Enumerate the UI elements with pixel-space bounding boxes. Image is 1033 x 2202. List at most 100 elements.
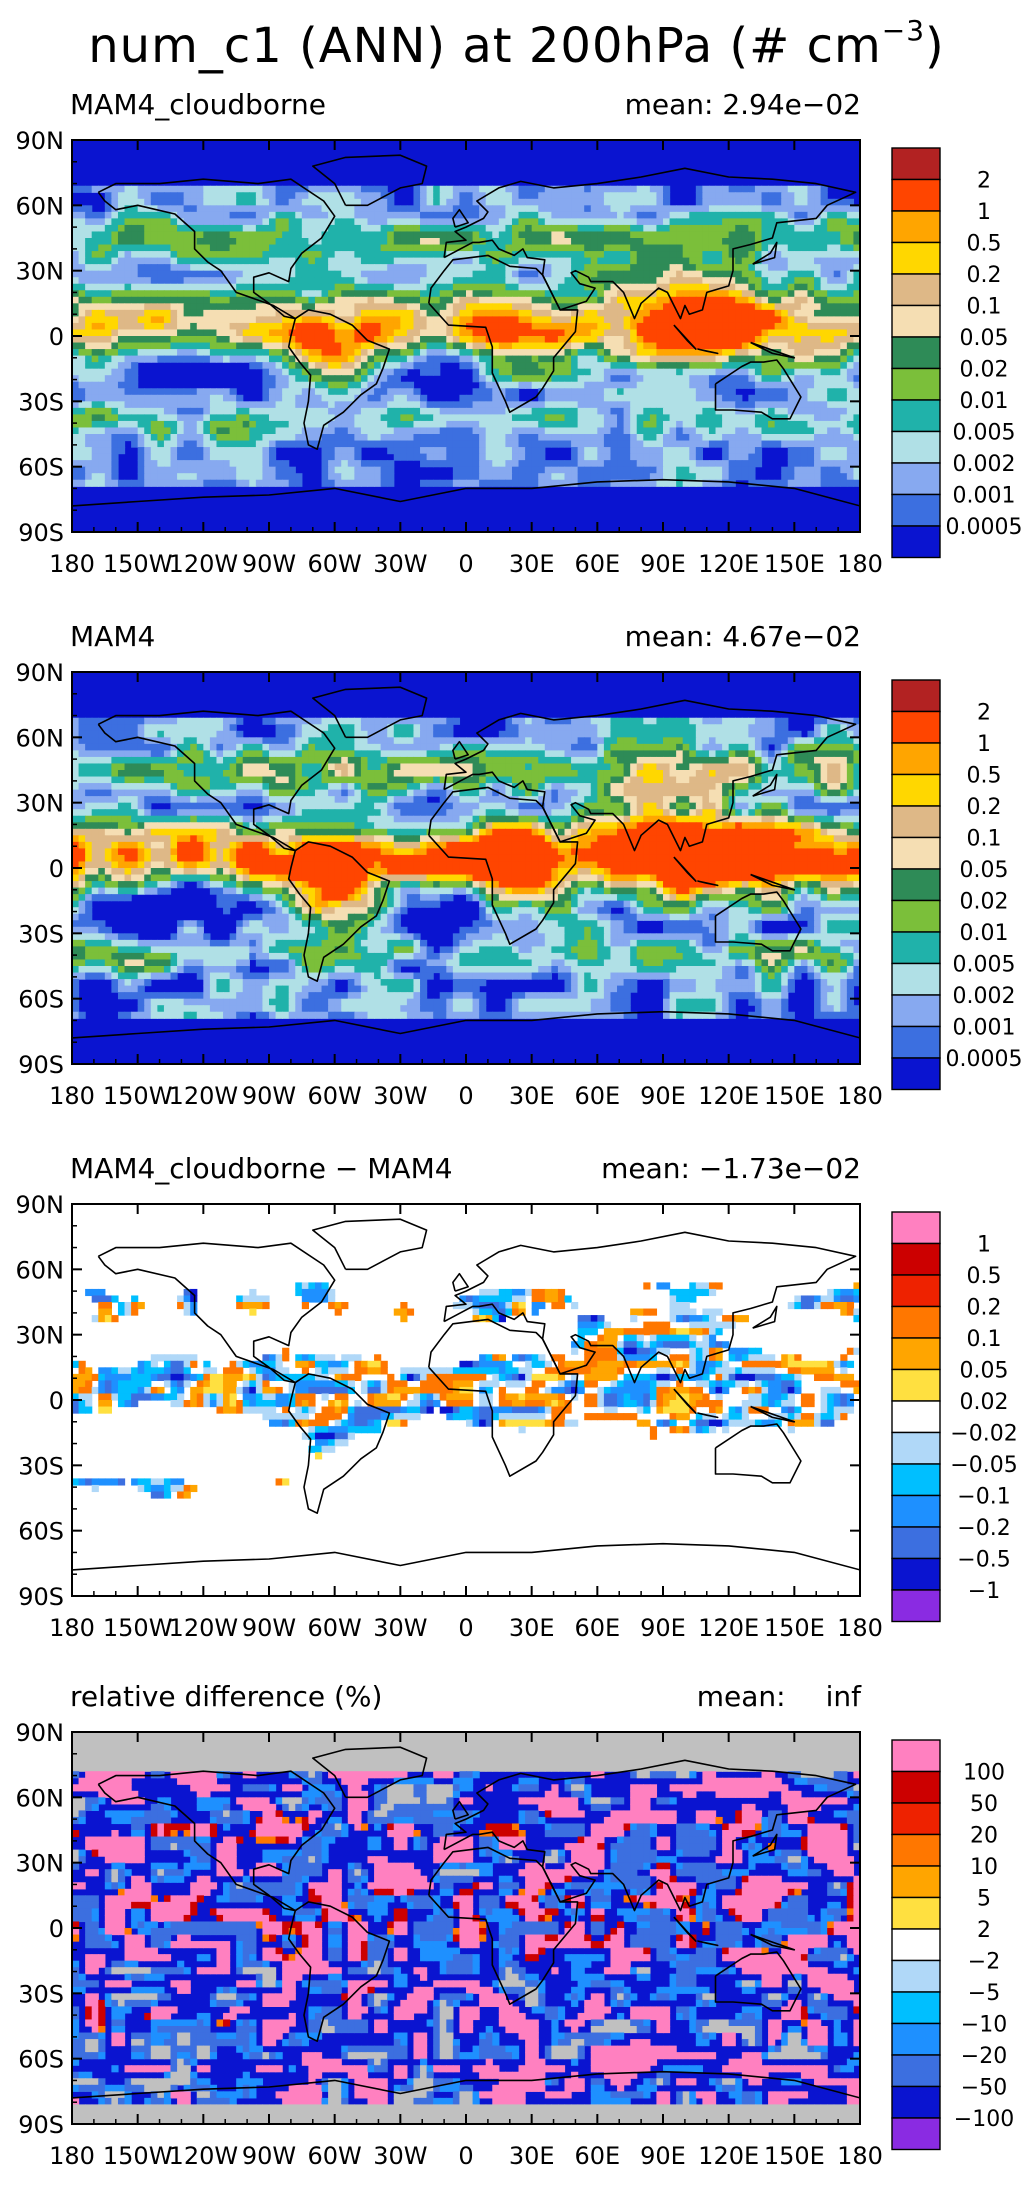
data-cell (98, 310, 105, 317)
data-cell (420, 395, 427, 402)
data-cell (847, 421, 854, 428)
data-cell (709, 323, 716, 330)
data-cell (696, 225, 703, 232)
data-cell (236, 277, 243, 284)
data-cell (538, 316, 545, 323)
data-cell (210, 251, 217, 258)
data-cell (486, 271, 493, 278)
data-cell (663, 310, 670, 317)
data-cell (702, 205, 709, 212)
data-cell (427, 205, 434, 212)
data-cell (827, 245, 834, 252)
data-cell (617, 349, 624, 356)
data-cell (197, 460, 204, 467)
data-cell (203, 356, 210, 363)
data-cell (519, 343, 526, 350)
data-cell (578, 434, 585, 441)
data-cell (105, 290, 112, 297)
data-cell (762, 192, 769, 199)
data-cell (394, 303, 401, 310)
data-cell (519, 212, 526, 219)
data-cell (440, 277, 447, 284)
data-cell (827, 408, 834, 415)
data-cell (683, 284, 690, 291)
data-cell (492, 297, 499, 304)
data-cell (742, 225, 749, 232)
data-cell (177, 356, 184, 363)
data-cell (834, 218, 841, 225)
data-cell (92, 460, 99, 467)
data-cell (663, 329, 670, 336)
data-cell (610, 264, 617, 271)
data-cell (742, 192, 749, 199)
data-cell (262, 225, 269, 232)
data-cell (335, 258, 342, 265)
data-cell (295, 323, 302, 330)
data-cell (801, 369, 808, 376)
data-cell (643, 427, 650, 434)
data-cell (282, 460, 289, 467)
data-cell (184, 212, 191, 219)
data-cell (755, 205, 762, 212)
data-cell (637, 434, 644, 441)
data-cell (249, 251, 256, 258)
data-cell (610, 467, 617, 474)
data-cell (571, 369, 578, 376)
data-cell (322, 414, 329, 421)
data-cell (368, 218, 375, 225)
data-cell (289, 401, 296, 408)
data-cell (131, 212, 138, 219)
data-cell (322, 284, 329, 291)
data-cell (144, 421, 151, 428)
data-cell (118, 408, 125, 415)
data-cell (578, 225, 585, 232)
data-cell (407, 290, 414, 297)
data-cell (689, 408, 696, 415)
data-cell (131, 356, 138, 363)
data-cell (486, 375, 493, 382)
data-cell (670, 329, 677, 336)
data-cell (781, 264, 788, 271)
data-cell (689, 245, 696, 252)
data-cell (479, 284, 486, 291)
data-cell (256, 225, 263, 232)
data-cell (492, 401, 499, 408)
data-cell (571, 388, 578, 395)
data-cell (525, 245, 532, 252)
data-cell (223, 401, 230, 408)
data-cell (230, 395, 237, 402)
data-cell (151, 401, 158, 408)
data-cell (394, 382, 401, 389)
data-cell (348, 225, 355, 232)
data-cell (236, 395, 243, 402)
data-cell (748, 218, 755, 225)
data-cell (807, 441, 814, 448)
data-cell (696, 336, 703, 343)
data-cell (505, 369, 512, 376)
data-cell (499, 408, 506, 415)
data-cell (656, 388, 663, 395)
data-cell (525, 421, 532, 428)
data-cell (289, 218, 296, 225)
data-cell (262, 356, 269, 363)
data-cell (716, 245, 723, 252)
data-cell (775, 408, 782, 415)
data-cell (762, 284, 769, 291)
data-cell (551, 264, 558, 271)
data-cell (807, 271, 814, 278)
data-cell (834, 460, 841, 467)
data-cell (525, 349, 532, 356)
data-cell (473, 192, 480, 199)
data-cell (742, 323, 749, 330)
data-cell (492, 427, 499, 434)
data-cell (801, 349, 808, 356)
data-cell (755, 245, 762, 252)
data-cell (433, 245, 440, 252)
data-cell (584, 382, 591, 389)
data-cell (361, 414, 368, 421)
data-cell (604, 414, 611, 421)
data-cell (276, 205, 283, 212)
data-cell (676, 454, 683, 461)
data-cell (302, 329, 309, 336)
data-cell (400, 356, 407, 363)
